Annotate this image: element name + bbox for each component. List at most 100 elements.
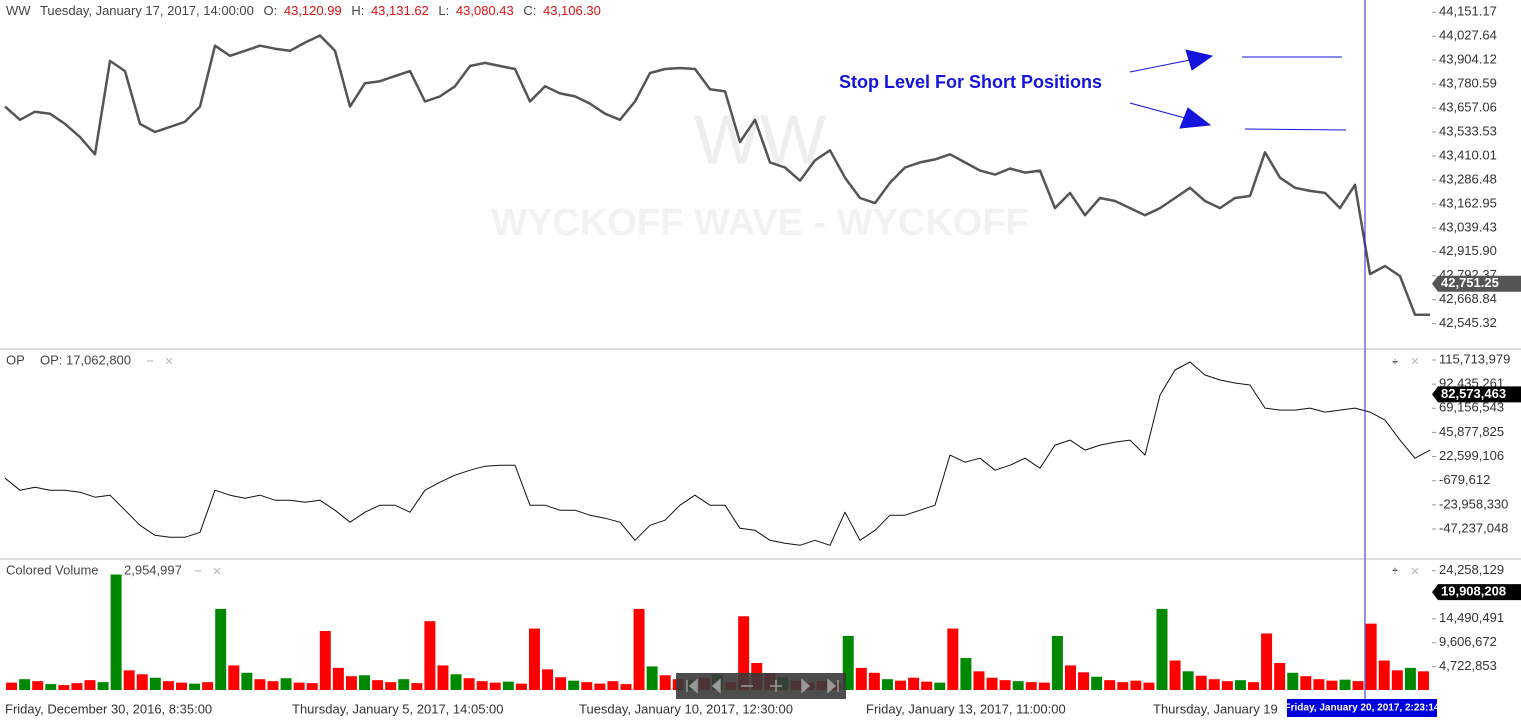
y-tick-label: 4,722,853 bbox=[1439, 658, 1497, 673]
annotation-arrows bbox=[1129, 49, 1347, 131]
y-tick-label: -47,237,048 bbox=[1439, 520, 1508, 535]
nav-toolbar[interactable] bbox=[676, 673, 846, 699]
y-tick-label: 43,904.12 bbox=[1439, 52, 1497, 67]
y-tick-label: 24,258,129 bbox=[1439, 562, 1504, 577]
x-tick-label: Thursday, January 19 bbox=[1153, 701, 1278, 716]
volume-bar bbox=[162, 681, 174, 690]
last-value-label: 19,908,208 bbox=[1441, 584, 1506, 599]
volume-bar bbox=[489, 682, 501, 690]
volume-bar bbox=[1104, 680, 1116, 690]
volume-bar bbox=[1326, 680, 1338, 690]
arrow-head bbox=[1179, 107, 1212, 129]
next-button[interactable] bbox=[801, 678, 811, 694]
move-down-icon[interactable] bbox=[1391, 358, 1399, 365]
y-tick-label: -23,958,330 bbox=[1439, 496, 1508, 511]
volume-bar bbox=[345, 676, 357, 690]
volume-bar bbox=[149, 677, 161, 690]
move-up-icon[interactable] bbox=[1391, 567, 1399, 574]
volume-bar bbox=[1091, 676, 1103, 690]
volume-bar bbox=[1038, 682, 1050, 690]
volume-bar bbox=[594, 683, 606, 690]
last-value-tag bbox=[1432, 386, 1521, 403]
line-series bbox=[4, 34, 1430, 316]
volume-bar bbox=[189, 683, 201, 690]
volume-bar bbox=[1051, 635, 1063, 690]
close-icon[interactable] bbox=[213, 567, 221, 575]
watermark-symbol: WW bbox=[694, 100, 826, 178]
volume-bar bbox=[228, 665, 240, 690]
volume-bar bbox=[398, 679, 410, 690]
volume-bar bbox=[1365, 623, 1377, 690]
volume-bar bbox=[332, 667, 344, 690]
last-button[interactable] bbox=[827, 678, 839, 694]
prev-button[interactable] bbox=[711, 678, 721, 694]
toolbar-bg bbox=[676, 673, 846, 699]
volume-bar bbox=[620, 684, 632, 690]
volume-bar bbox=[1169, 660, 1181, 690]
ohlc-label: H: bbox=[351, 3, 364, 18]
datetime: Tuesday, January 17, 2017, 14:00:00 bbox=[40, 3, 254, 18]
volume-bar bbox=[71, 683, 83, 690]
zoom-in-button[interactable] bbox=[770, 680, 782, 692]
cursor-label-bg bbox=[1287, 699, 1437, 717]
volume-bar bbox=[1025, 682, 1037, 690]
volume-bar bbox=[1221, 681, 1233, 690]
close-icon[interactable] bbox=[1411, 567, 1419, 575]
close-icon[interactable] bbox=[165, 357, 173, 365]
volume-bar bbox=[1234, 680, 1246, 690]
plot-area: 44,151.17 44,027.64 43,904.12 43,780.59 43,6… bbox=[4, 4, 1521, 716]
last-value-label: 82,573,463 bbox=[1441, 386, 1506, 401]
volume-bar bbox=[986, 677, 998, 690]
volume-bar bbox=[437, 665, 449, 690]
volume-bar bbox=[1391, 670, 1403, 690]
volume-bar bbox=[385, 682, 397, 690]
volume-bar bbox=[84, 680, 96, 690]
line-series bbox=[4, 361, 1431, 546]
volume-bar bbox=[1078, 672, 1090, 690]
volume-bar bbox=[476, 681, 488, 690]
volume-bar bbox=[306, 683, 318, 690]
legend-icons[interactable] bbox=[147, 357, 1419, 365]
volume-bar bbox=[110, 574, 122, 690]
pane-legend: OP: 17,062,800 bbox=[40, 352, 131, 367]
ohlc-label: O: bbox=[264, 3, 278, 18]
volume-bar bbox=[502, 681, 514, 690]
volume-bar bbox=[633, 608, 645, 690]
volume-bar bbox=[123, 670, 135, 690]
y-tick-label: 43,657.06 bbox=[1439, 99, 1497, 114]
volume-bar bbox=[359, 675, 371, 690]
price-header: WW Tuesday, January 17, 2017, 14:00:00 O… bbox=[6, 3, 601, 18]
volume-bar bbox=[58, 685, 70, 690]
volume-bar bbox=[1117, 682, 1129, 690]
y-tick-label: 115,713,979 bbox=[1439, 351, 1510, 366]
volume-bar bbox=[960, 658, 972, 690]
volume-bar bbox=[881, 679, 893, 690]
volume-bar bbox=[202, 682, 214, 690]
volume-bar bbox=[19, 679, 31, 690]
volume-bar bbox=[1378, 660, 1390, 690]
volume-bar bbox=[947, 628, 959, 690]
volume-bar bbox=[293, 682, 305, 690]
volume-bar bbox=[515, 683, 527, 690]
volume-bar bbox=[581, 682, 593, 690]
volume-bar bbox=[868, 672, 880, 690]
volume-bar bbox=[267, 681, 279, 690]
volume-bar bbox=[1339, 679, 1351, 690]
volume-bar bbox=[1313, 679, 1325, 690]
volume-bar bbox=[1261, 633, 1273, 690]
volume-bar bbox=[934, 682, 946, 690]
legend-icons[interactable] bbox=[195, 567, 1419, 575]
volume-bar bbox=[1248, 682, 1259, 690]
ohlc-value: 43,106.30 bbox=[543, 3, 601, 18]
first-button[interactable] bbox=[686, 678, 698, 694]
volume-bar bbox=[424, 621, 436, 690]
y-tick-label: -679,612 bbox=[1439, 472, 1490, 487]
close-icon[interactable] bbox=[1411, 357, 1419, 365]
volume-bar bbox=[1274, 662, 1286, 690]
y-tick-label: 42,668.84 bbox=[1439, 291, 1497, 306]
volume-bar bbox=[1208, 679, 1220, 690]
symbol: WW bbox=[6, 3, 31, 18]
volume-bar bbox=[411, 683, 423, 690]
y-tick-label: 45,877,825 bbox=[1439, 424, 1504, 439]
